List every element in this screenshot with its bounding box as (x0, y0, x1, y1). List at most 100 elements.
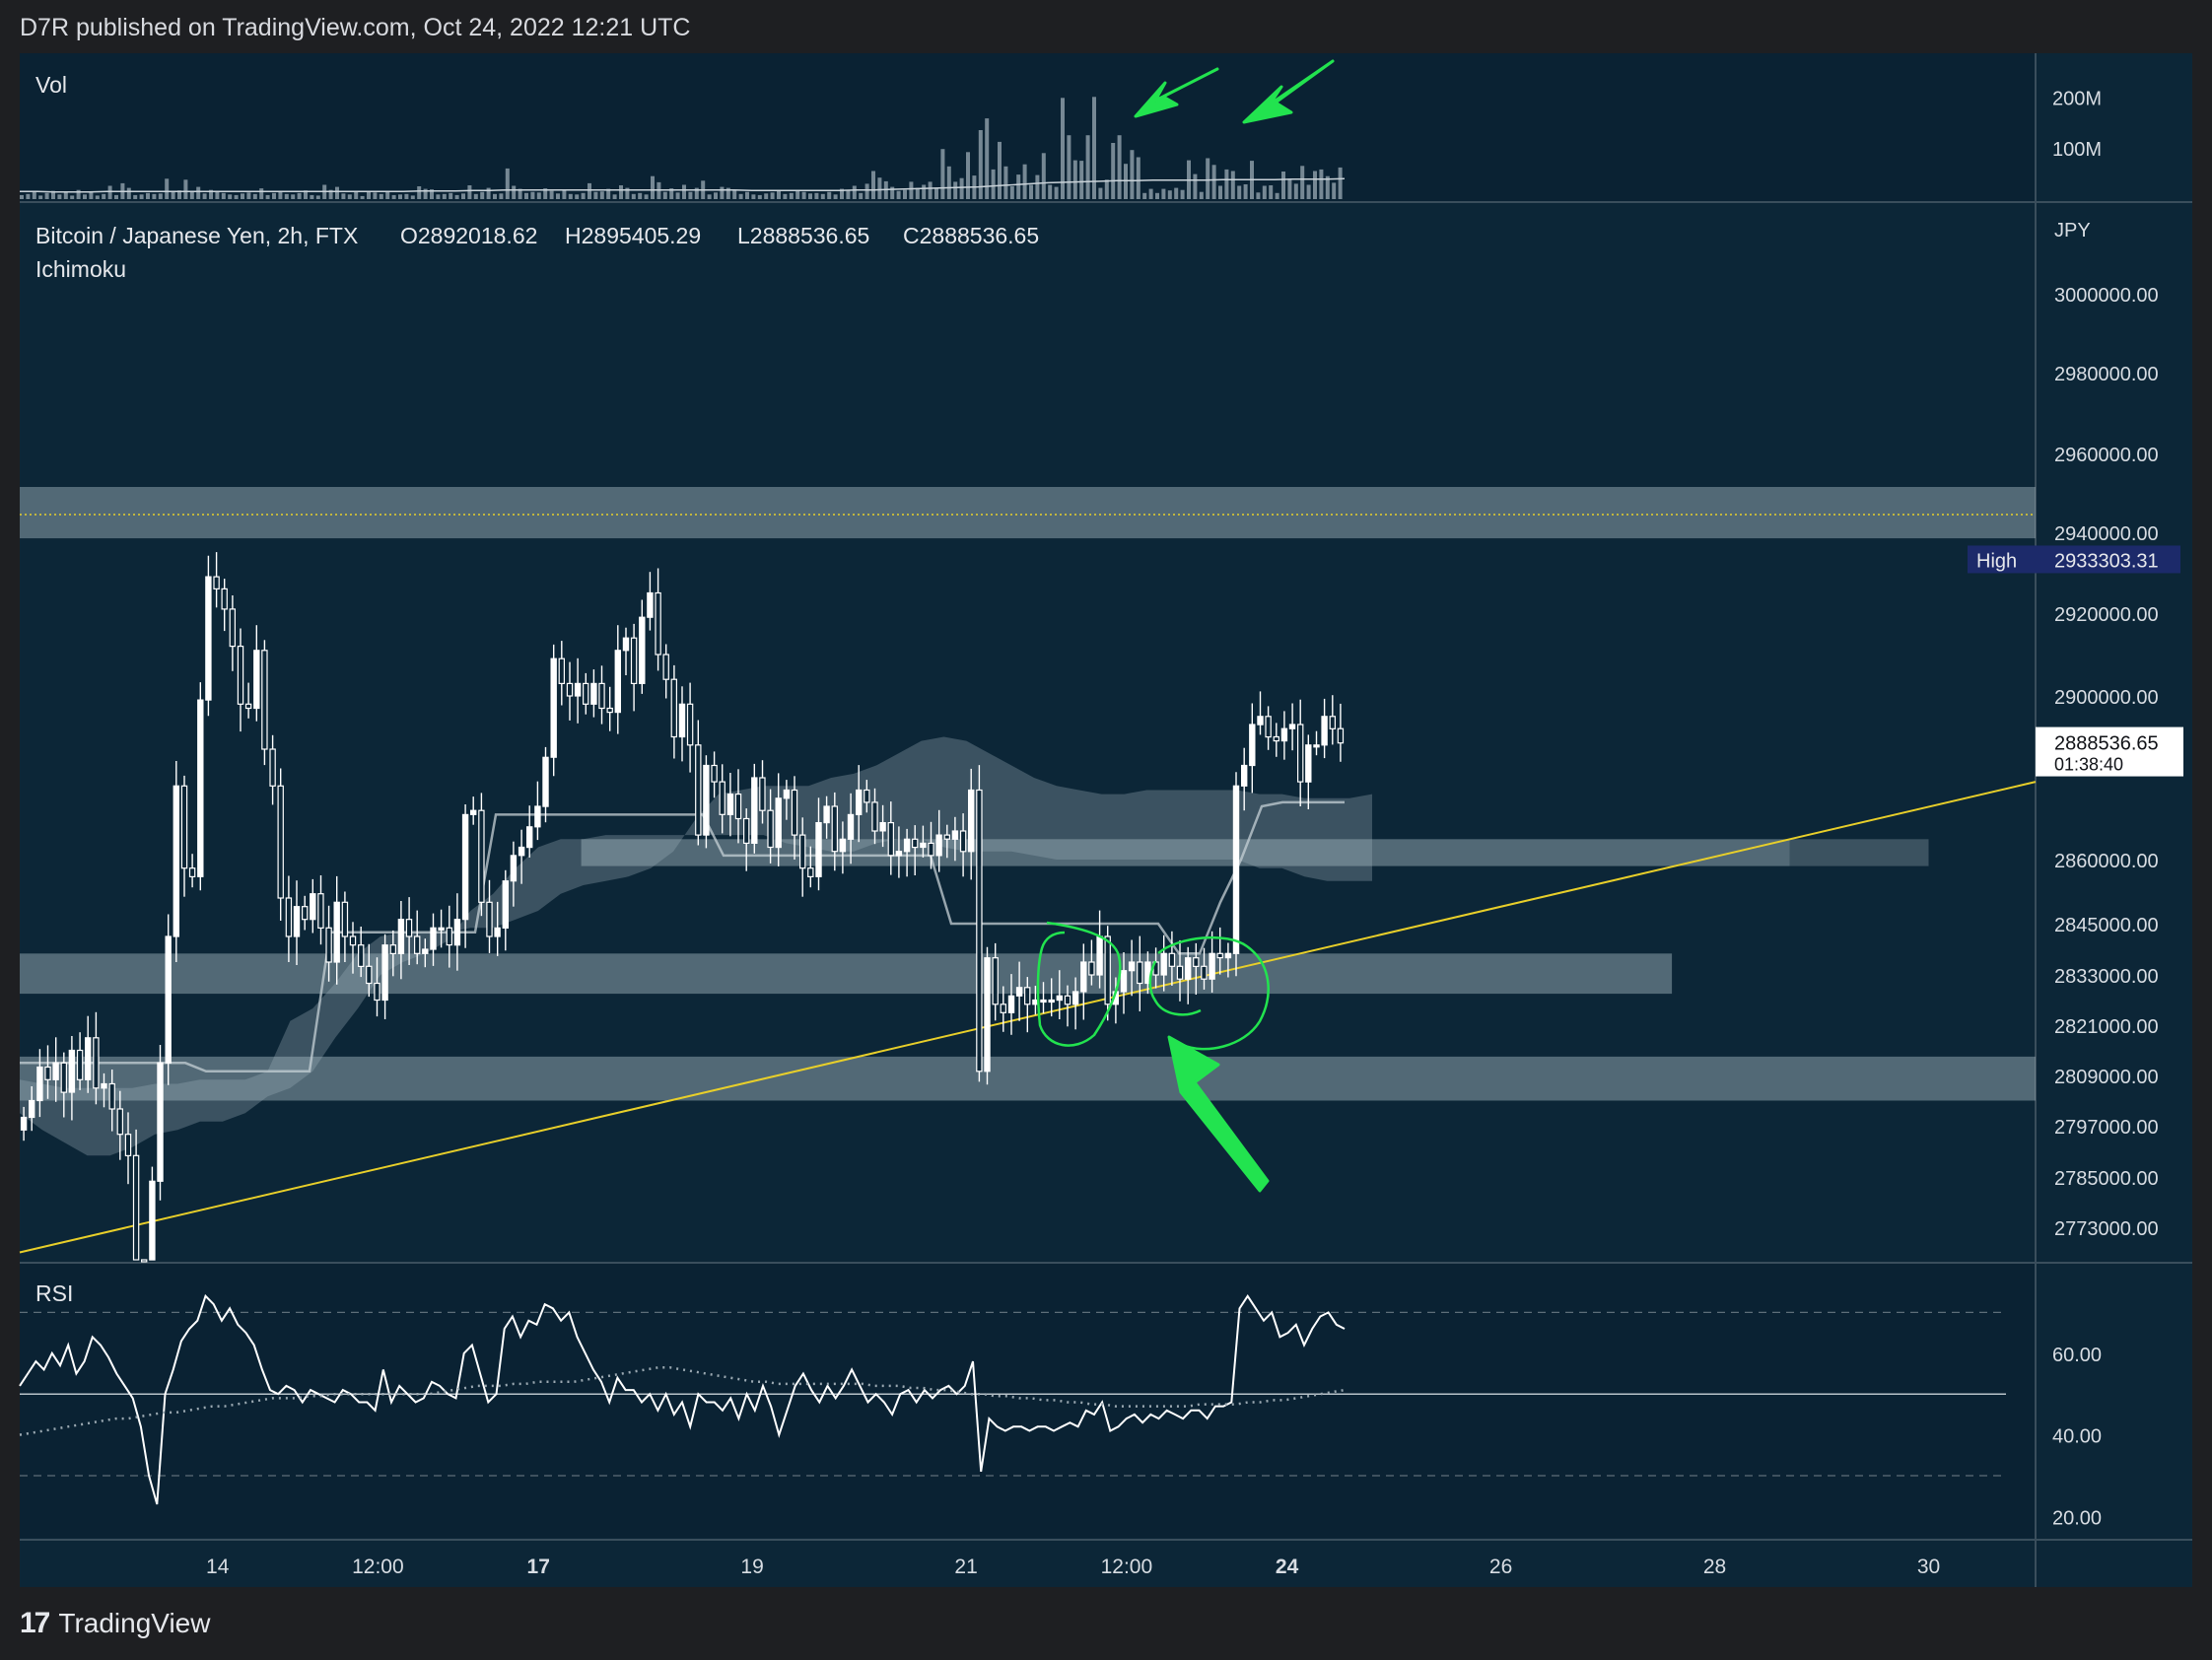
volume-bar (1079, 161, 1084, 199)
candle-body (1216, 952, 1223, 959)
volume-bar (1085, 135, 1090, 199)
candle-body (831, 805, 839, 853)
volume-bar (51, 190, 55, 199)
volume-bar (808, 193, 812, 199)
volume-bar (1155, 192, 1159, 199)
candle-body (839, 838, 847, 853)
candle-body (478, 809, 485, 903)
time-axis[interactable]: 14 12:00 17 19 21 12:00 24 26 28 30 (206, 1556, 1940, 1578)
candle-body (1096, 935, 1103, 976)
candle-body (959, 830, 967, 853)
volume-bar (651, 175, 655, 199)
volume-bar (1111, 143, 1116, 199)
volume-bar (890, 186, 895, 199)
candle-body (1064, 995, 1071, 1005)
price-tick-label: 2785000.00 (2054, 1168, 2159, 1190)
tradingview-brand[interactable]: 17 TradingView (20, 1607, 210, 1640)
volume-bar (189, 190, 194, 199)
candle-body (935, 834, 942, 857)
volume-bar (291, 194, 296, 199)
candle-body (1080, 961, 1087, 993)
volume-bar (694, 187, 699, 199)
time-tick-label: 12:00 (1101, 1556, 1153, 1578)
volume-bar (76, 189, 81, 199)
volume-bar (1256, 192, 1261, 199)
candle-body (1160, 952, 1167, 976)
candle-body (44, 1066, 51, 1080)
volume-bar (669, 188, 674, 199)
candle-body (976, 789, 983, 1072)
candle-body (703, 764, 710, 836)
volume-bar (1180, 189, 1185, 199)
price-tick-label: 3000000.00 (2054, 285, 2159, 307)
rsi-title: RSI (35, 1280, 73, 1306)
volume-bar (1029, 184, 1033, 199)
candle-body (422, 948, 429, 954)
candle-body (1023, 987, 1031, 1005)
volume-bar (1174, 187, 1179, 199)
volume-bar (1293, 183, 1298, 199)
time-tick-label: 30 (1917, 1556, 1940, 1578)
candle-body (759, 777, 766, 811)
rsi-pane: RSI (19, 1280, 2006, 1505)
volume-bar (846, 190, 851, 199)
time-tick-label: 24 (1276, 1556, 1299, 1578)
volume-bar (278, 191, 283, 199)
candle-body (1015, 987, 1023, 997)
volume-bar (896, 190, 901, 199)
price-tick-label: 2960000.00 (2054, 445, 2159, 466)
volume-bar (354, 191, 359, 199)
volume-bar (688, 191, 693, 199)
candle-body (1048, 999, 1055, 1003)
candle-body (333, 901, 340, 963)
volume-bar (442, 193, 447, 199)
candle-body (1120, 970, 1128, 993)
candle-body (639, 616, 646, 685)
volume-bar (820, 193, 825, 199)
volume-bar (789, 192, 794, 199)
volume-bar (751, 194, 756, 199)
volume-bar (63, 192, 68, 199)
volume-bar (732, 189, 737, 199)
candle-body (582, 682, 589, 705)
volume-bar (391, 194, 396, 199)
volume-bar (738, 193, 743, 199)
candle-body (1313, 744, 1320, 748)
volume-bar (777, 189, 781, 199)
candle-body (678, 703, 686, 738)
candle-body (1257, 716, 1264, 726)
volume-bar (1041, 153, 1046, 199)
volume-bar (795, 190, 800, 199)
volume-bar (1016, 174, 1021, 199)
candle-body (864, 789, 870, 803)
volume-bars: Vol (20, 72, 1346, 199)
volume-bar (928, 181, 933, 199)
zone-0 (20, 487, 2036, 539)
volume-bar (196, 186, 201, 199)
volume-bar (461, 193, 465, 199)
candle-body (20, 1116, 28, 1131)
volume-bar (991, 169, 996, 199)
volume-bar (518, 188, 522, 199)
candle-body (614, 650, 622, 714)
candle-body (1176, 965, 1184, 980)
price-axis[interactable]: JPY 3000000.00 2980000.00 2960000.00 2940000… (1968, 220, 2183, 1240)
volume-bar (228, 194, 233, 199)
candle-body (269, 748, 276, 787)
candle-body (1265, 716, 1272, 738)
candle-body (229, 608, 236, 648)
candle-body (325, 927, 332, 963)
volume-bar (953, 181, 958, 199)
volume-bar (726, 187, 730, 199)
candle-body (205, 576, 212, 701)
candle-body (1273, 735, 1279, 742)
volume-bar (234, 194, 239, 199)
candle-body (438, 927, 445, 931)
candle-body (895, 851, 903, 857)
volume-bar (404, 193, 409, 199)
tradingview-logo-icon: 17 (20, 1607, 50, 1639)
candle-body (1201, 965, 1208, 980)
candle-body (647, 591, 654, 618)
candle-body (149, 1180, 156, 1261)
